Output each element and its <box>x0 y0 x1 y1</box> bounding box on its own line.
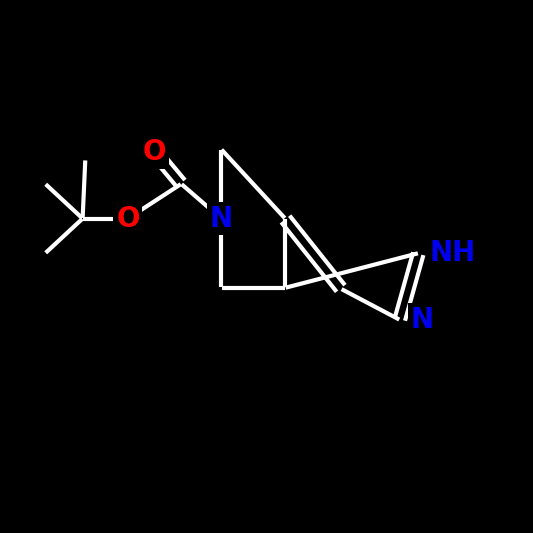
Text: NH: NH <box>429 239 475 267</box>
Text: N: N <box>209 205 233 232</box>
Text: O: O <box>116 205 140 232</box>
Text: O: O <box>143 138 166 166</box>
Text: N: N <box>410 306 433 334</box>
